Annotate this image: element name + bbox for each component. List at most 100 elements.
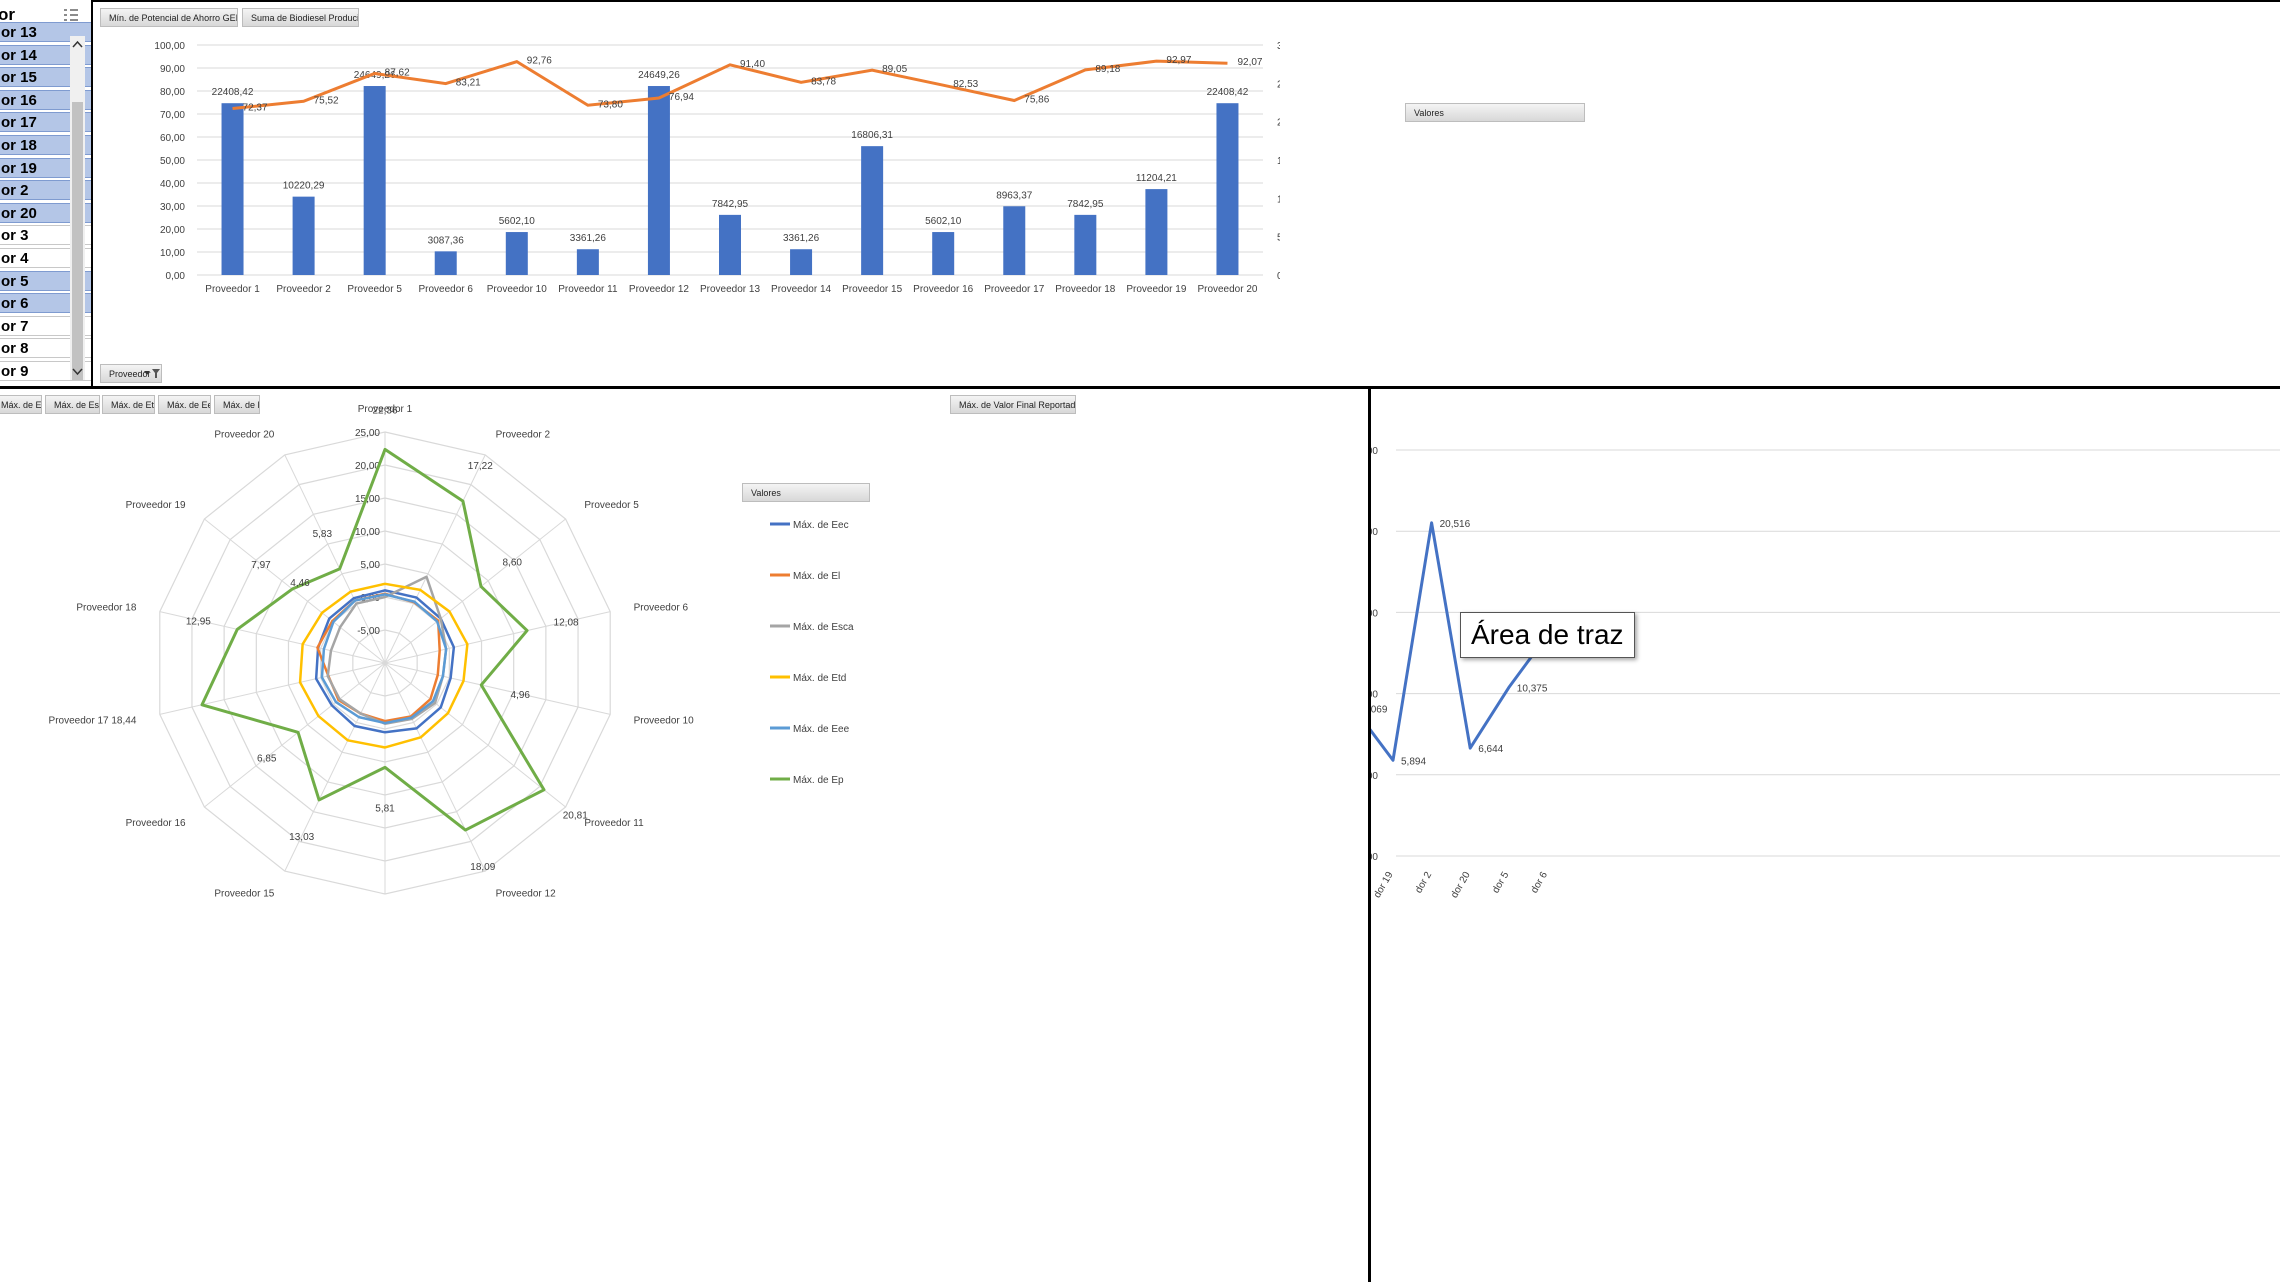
x-tick-label: dor 19 <box>1372 870 1396 900</box>
radar-tick-label: 5,00 <box>361 560 381 571</box>
radar-spoke <box>204 518 386 664</box>
radar-data-label: 6,85 <box>257 753 277 764</box>
radar-field-button-el[interactable]: Máx. de El <box>0 395 42 414</box>
bar-data-label: 24649,26 <box>638 70 680 81</box>
line-data-label: 75,52 <box>314 95 339 106</box>
axis-field-button-proveedor[interactable]: Proveedor <box>100 364 162 383</box>
scroll-thumb[interactable] <box>72 102 83 380</box>
radar-data-label: 12,95 <box>186 616 211 627</box>
line-data-label: 20,516 <box>1440 519 1471 530</box>
slicer-item[interactable]: or 16 <box>0 89 91 110</box>
slicer-item[interactable]: or 19 <box>0 157 91 178</box>
line-field-button-valor[interactable]: Máx. de Valor Final Reportado <box>950 395 1076 414</box>
slicer-item[interactable]: or 3 <box>0 225 91 246</box>
radar-data-label: 7,97 <box>251 560 271 571</box>
y-tick-label: 40,00 <box>160 179 185 190</box>
line-data-label: 10,375 <box>1517 684 1548 695</box>
y2-tick-label: 15000,00 <box>1277 156 1280 167</box>
radar-data-label: 12,08 <box>554 618 579 629</box>
x-tick-label: Proveedor 20 <box>1197 284 1257 295</box>
vertical-divider <box>1368 386 1371 1282</box>
bar-data-label: 5602,10 <box>925 216 962 227</box>
x-tick-label: Proveedor 5 <box>347 284 402 295</box>
bar <box>221 103 244 275</box>
line-data-label: 5,894 <box>1401 756 1426 767</box>
x-tick-label: Proveedor 12 <box>629 284 689 295</box>
radar-category-label: Proveedor 10 <box>634 716 694 727</box>
radar-spoke <box>159 662 386 715</box>
bar-data-label: 8963,37 <box>996 190 1033 201</box>
bar <box>861 146 884 275</box>
line-data-label: 91,40 <box>740 59 765 70</box>
slicer-item[interactable]: or 15 <box>0 67 91 88</box>
bar-data-label: 7842,95 <box>712 199 749 210</box>
slicer-item[interactable]: or 17 <box>0 112 91 133</box>
line-series <box>232 59 1228 111</box>
radar-tick-label: -5,00 <box>357 626 380 637</box>
slicer-item[interactable]: or 4 <box>0 248 91 268</box>
x-tick-label: Proveedor 13 <box>700 284 760 295</box>
x-tick-label: dor 6 <box>1529 870 1550 896</box>
slicer-item[interactable]: or 13 <box>0 22 91 42</box>
slicer-item[interactable]: or 7 <box>0 315 91 336</box>
slicer-item[interactable]: or 14 <box>0 44 91 65</box>
radar-spoke <box>384 454 486 664</box>
radar-legend-label: Máx. de Eec <box>793 520 849 531</box>
multi-select-icon[interactable] <box>62 6 80 24</box>
radar-spoke <box>159 611 386 664</box>
radar-category-label: Proveedor 2 <box>496 429 551 440</box>
line-data-label: 82,53 <box>953 79 978 90</box>
radar-data-label: 5,83 <box>313 529 333 540</box>
slicer-item[interactable]: or 5 <box>0 270 91 291</box>
radar-spoke <box>384 662 611 715</box>
slicer-item[interactable]: or 2 <box>0 180 91 201</box>
radar-spoke <box>284 454 386 664</box>
x-tick-label: Proveedor 16 <box>913 284 973 295</box>
slicer-item[interactable]: or 18 <box>0 135 91 155</box>
line-data-label: 92,07 <box>1237 57 1262 68</box>
radar-field-button-esca[interactable]: Máx. de Esca <box>45 395 100 414</box>
slicer-item[interactable]: or 8 <box>0 338 91 359</box>
bar <box>434 251 457 275</box>
y-tick-label: 25,000 <box>1371 446 1378 457</box>
bar-data-label: 22408,42 <box>1207 87 1249 98</box>
radar-data-label: 5,81 <box>375 803 395 814</box>
radar-spoke <box>384 662 486 872</box>
value-field-button-ahorro[interactable]: Mín. de Potencial de Ahorro GEI% <box>100 8 238 27</box>
radar-field-button-eee[interactable]: Máx. de Eee <box>158 395 211 414</box>
slicer-item[interactable]: or 20 <box>0 202 91 223</box>
radar-category-label: Proveedor 20 <box>214 429 274 440</box>
x-tick-label: Proveedor 1 <box>205 284 260 295</box>
radar-legend-label: Máx. de Eee <box>793 724 850 735</box>
scroll-down-icon[interactable] <box>70 364 85 380</box>
radar-legend-label: Máx. de Ep <box>793 775 844 786</box>
line-data-label: 87,62 <box>385 67 410 78</box>
filter-dropdown-icon[interactable] <box>144 368 160 382</box>
slicer-scrollbar[interactable] <box>70 36 85 380</box>
slicer-item[interactable]: or 9 <box>0 361 91 381</box>
y-tick-label: 50,00 <box>160 156 185 167</box>
line-data-label: 89,18 <box>1095 64 1120 75</box>
radar-spoke <box>384 611 611 664</box>
radar-field-button-ep[interactable]: Máx. de Ep <box>214 395 260 414</box>
radar-field-button-etd[interactable]: Máx. de Etd <box>102 395 155 414</box>
bar-data-label: 10220,29 <box>283 181 325 192</box>
line-data-label: 92,97 <box>1166 55 1191 66</box>
value-field-button-biodiesel[interactable]: Suma de Biodiesel Producido <box>242 8 359 27</box>
y2-tick-label: 20000,00 <box>1277 118 1280 129</box>
top-panel-border-top <box>91 0 2280 2</box>
slicer-item[interactable]: or 6 <box>0 293 91 314</box>
line-data-label: 6,644 <box>1478 744 1503 755</box>
radar-data-label: 22,36 <box>372 405 397 416</box>
radar-spoke <box>384 662 566 808</box>
bar <box>363 86 386 275</box>
bar <box>505 232 528 275</box>
radar-tick-label: 20,00 <box>355 461 380 472</box>
bar-data-label: 11204,21 <box>1136 173 1177 184</box>
y-tick-label: 90,00 <box>160 64 185 75</box>
line-data-label: 76,94 <box>669 92 694 103</box>
scroll-up-icon[interactable] <box>70 36 85 52</box>
x-tick-label: Proveedor 15 <box>842 284 902 295</box>
x-tick-label: Proveedor 18 <box>1055 284 1115 295</box>
line-series <box>1371 521 1549 762</box>
